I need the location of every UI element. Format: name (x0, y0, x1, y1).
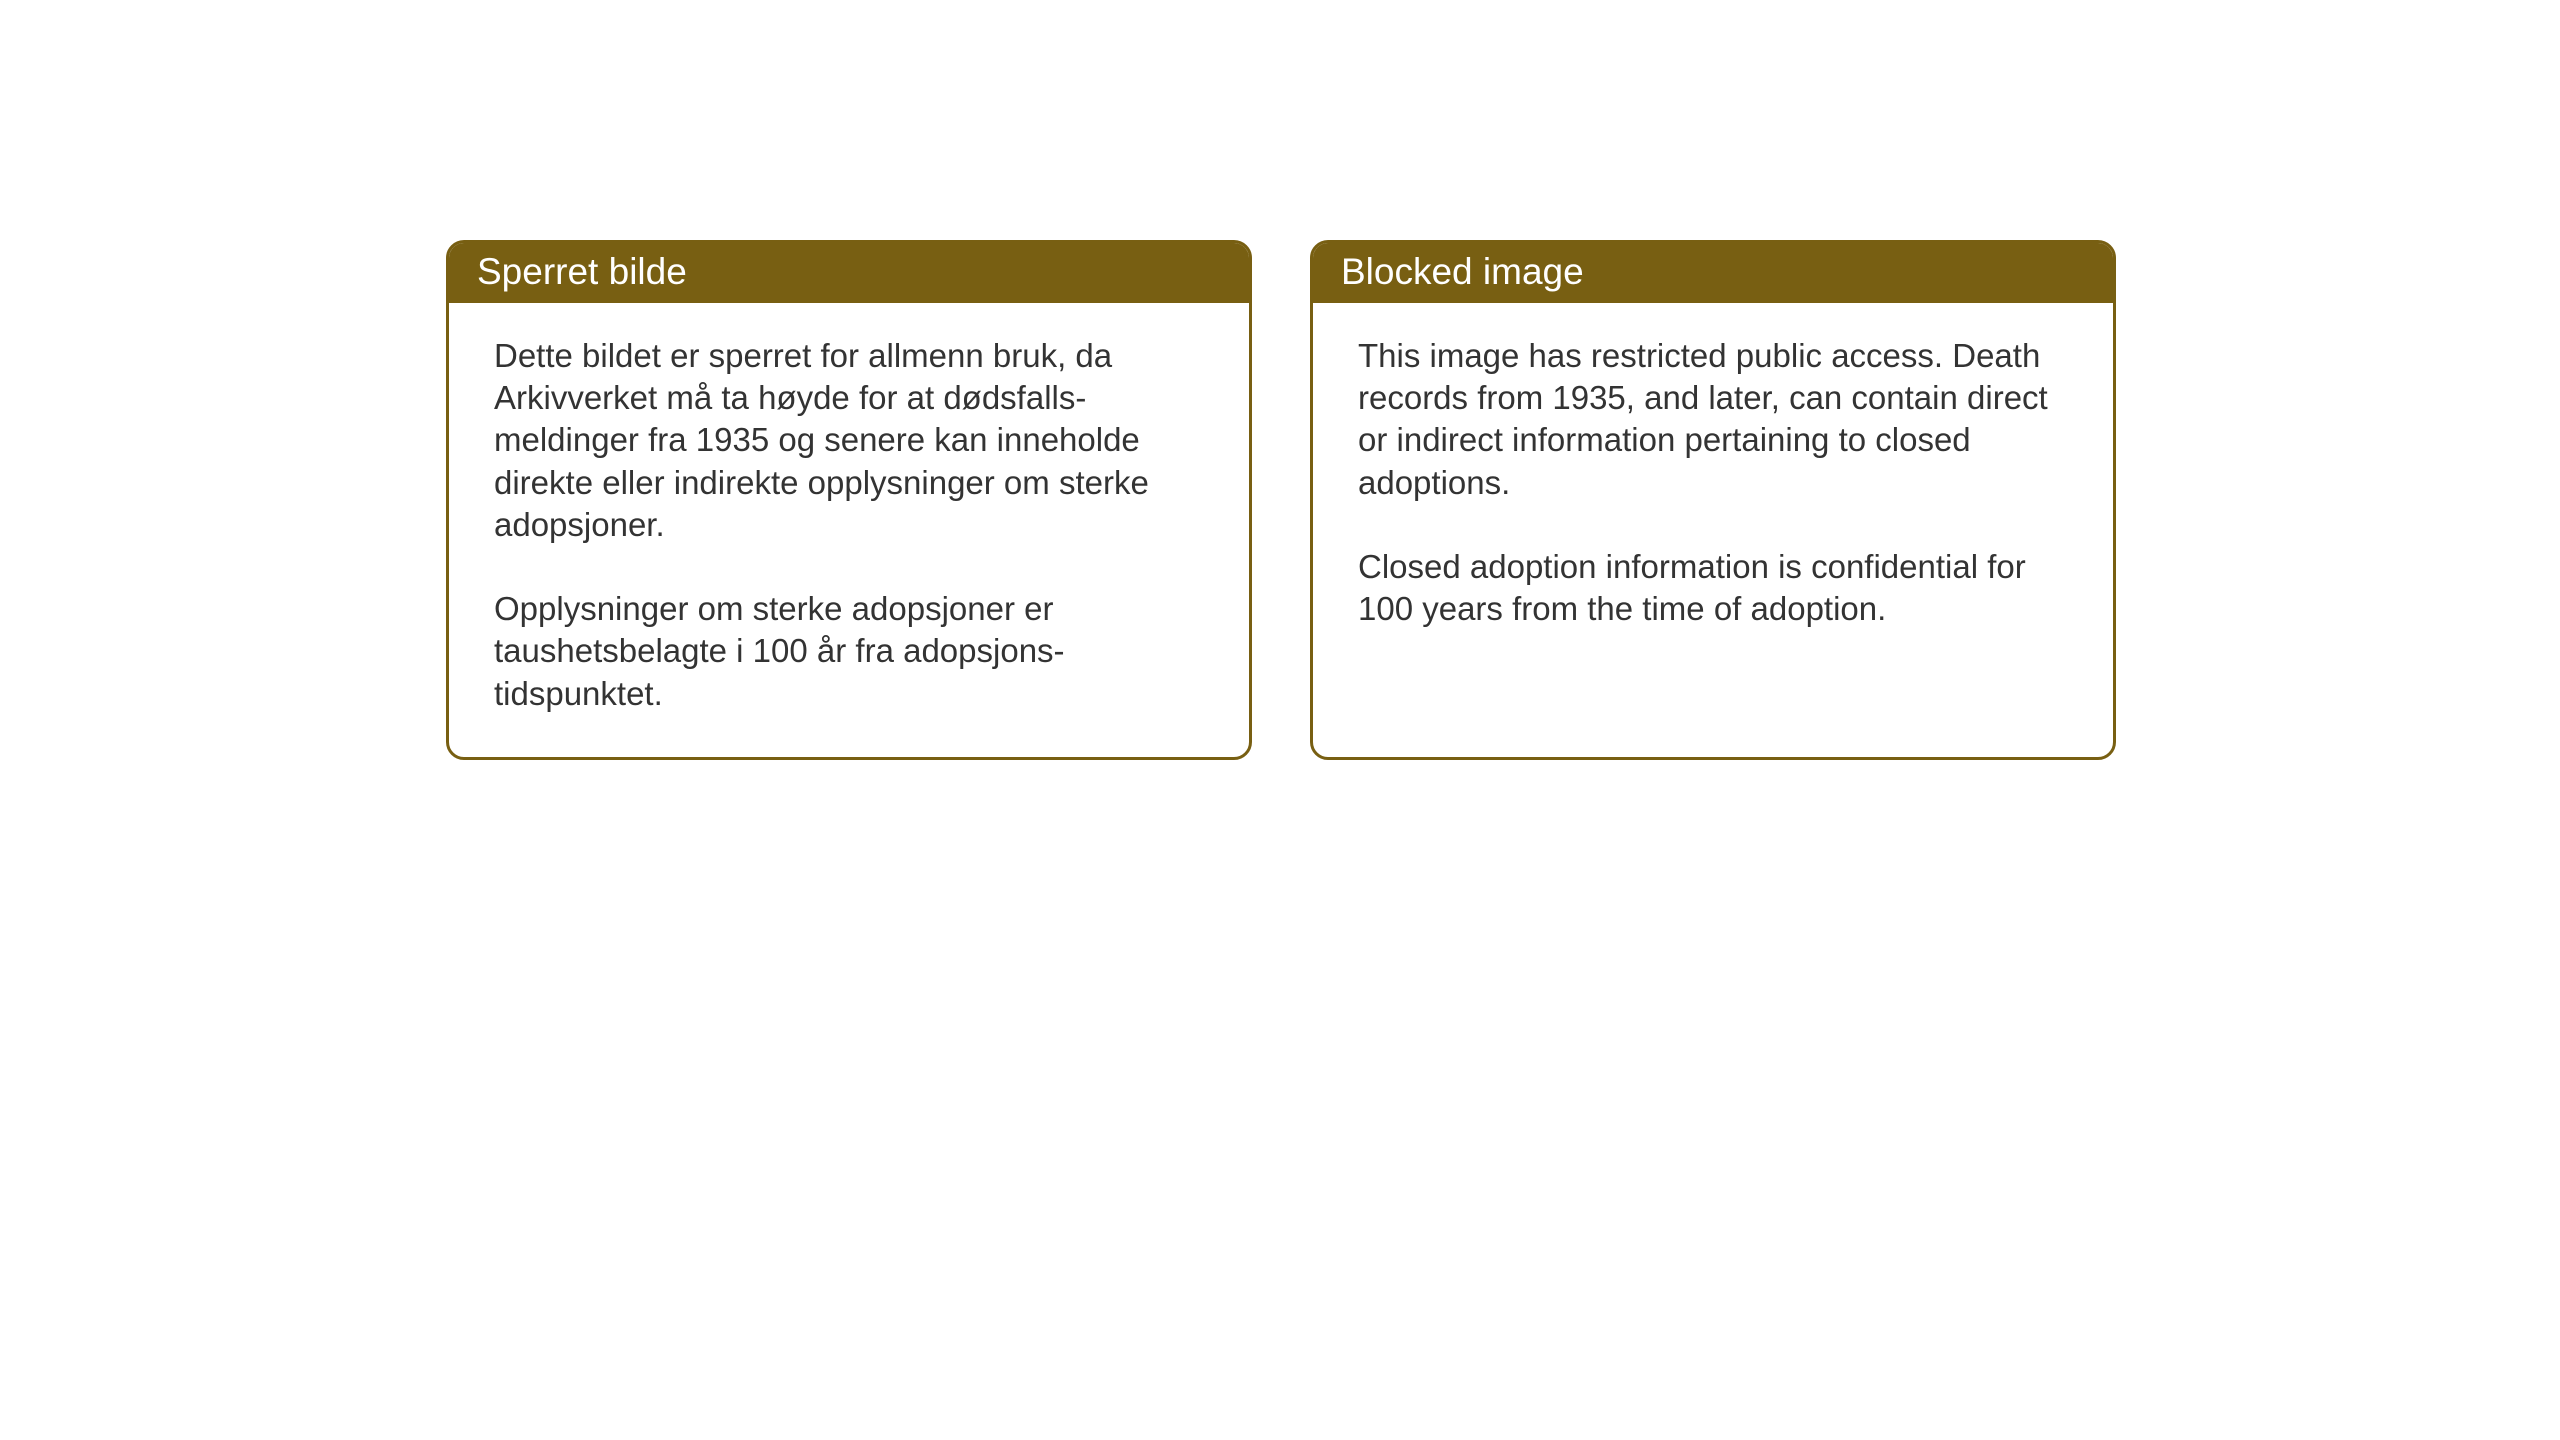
norwegian-paragraph-1: Dette bildet er sperret for allmenn bruk… (494, 335, 1204, 546)
norwegian-paragraph-2: Opplysninger om sterke adopsjoner er tau… (494, 588, 1204, 715)
english-card-body: This image has restricted public access.… (1313, 303, 2113, 672)
norwegian-card: Sperret bilde Dette bildet er sperret fo… (446, 240, 1252, 760)
english-card: Blocked image This image has restricted … (1310, 240, 2116, 760)
norwegian-card-body: Dette bildet er sperret for allmenn bruk… (449, 303, 1249, 757)
english-paragraph-1: This image has restricted public access.… (1358, 335, 2068, 504)
english-card-title: Blocked image (1313, 243, 2113, 303)
info-cards-container: Sperret bilde Dette bildet er sperret fo… (446, 240, 2116, 760)
english-paragraph-2: Closed adoption information is confident… (1358, 546, 2068, 630)
norwegian-card-title: Sperret bilde (449, 243, 1249, 303)
